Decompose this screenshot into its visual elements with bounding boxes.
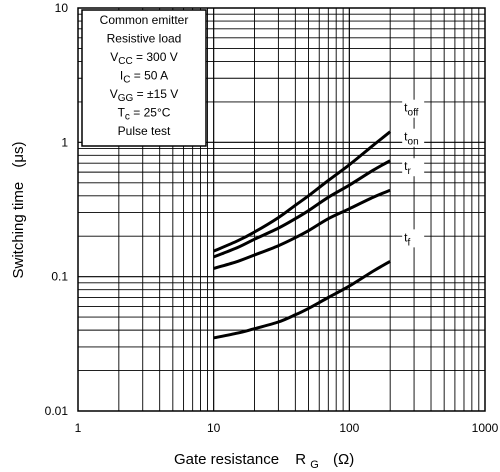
y-tick-label: 0.01 bbox=[45, 404, 69, 418]
condition-line: Tc = 25°C bbox=[118, 106, 171, 123]
conditions-box-frame bbox=[81, 9, 207, 147]
x-axis-title: Gate resistance R G (Ω) bbox=[174, 451, 354, 472]
x-axis-title-subscript: G bbox=[310, 459, 319, 471]
series-label-bg-toff bbox=[402, 99, 425, 118]
tick-labels: 1 10 100 1000 0.01 0.1 1 10 bbox=[45, 1, 499, 435]
x-tick-label: 10 bbox=[207, 421, 221, 435]
series-line-toff bbox=[213, 130, 392, 253]
condition-line: Pulse test bbox=[118, 124, 171, 138]
series-layer: toff ton tr tf bbox=[213, 99, 425, 340]
y-axis-title-text: Switching time bbox=[10, 182, 27, 279]
x-tick-label: 1 bbox=[75, 421, 82, 435]
series-line-tf bbox=[213, 260, 391, 340]
y-tick-label: 10 bbox=[55, 1, 69, 15]
y-tick-label: 0.1 bbox=[51, 270, 68, 284]
condition-line: VCC = 300 V bbox=[110, 50, 178, 67]
conditions-box: Common emitter Resistive load VCC = 300 V I… bbox=[81, 9, 207, 147]
series-label-toff: toff bbox=[404, 101, 419, 119]
condition-line: Resistive load bbox=[107, 32, 182, 46]
y-tick-label: 1 bbox=[61, 135, 68, 149]
series-label-bg-ton bbox=[402, 128, 425, 147]
series-line-tr bbox=[213, 188, 391, 270]
x-axis-title-symbol: R bbox=[295, 451, 306, 468]
series-label-ton: ton bbox=[404, 130, 418, 148]
condition-line: IC = 50 A bbox=[120, 69, 168, 86]
x-axis-title-text: Gate resistance bbox=[174, 451, 279, 468]
x-axis-title-unit: (Ω) bbox=[333, 451, 354, 468]
series-line-ton bbox=[213, 159, 391, 259]
y-axis-title: Switching time (μs) bbox=[10, 141, 27, 278]
condition-line: Common emitter bbox=[100, 13, 189, 27]
y-axis-title-unit: (μs) bbox=[10, 141, 27, 167]
x-tick-label: 100 bbox=[339, 421, 359, 435]
x-tick-label: 1000 bbox=[472, 421, 499, 435]
condition-line: VGG = ±15 V bbox=[110, 87, 179, 104]
series-label-tf: tf bbox=[404, 230, 410, 248]
series-label-bg-tr bbox=[402, 158, 425, 177]
series-label-tr: tr bbox=[404, 159, 411, 177]
series-label-bg-tf bbox=[402, 229, 425, 248]
plot-frame bbox=[77, 7, 486, 412]
